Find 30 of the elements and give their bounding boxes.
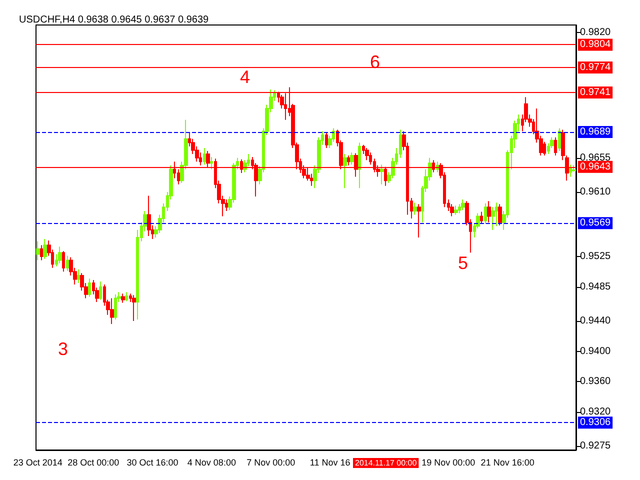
annotation: 4 <box>240 67 250 87</box>
text: 2014.11.17 00:00 <box>355 458 418 468</box>
x-tick-label: 11 Nov 16 <box>310 458 350 468</box>
x-tick-label: 4 Nov 08:00 <box>187 458 236 468</box>
annotation: 5 <box>458 253 468 273</box>
ref-line-label: 0.9804 <box>580 39 612 50</box>
x-tick-label: 23 Oct 2014 <box>13 458 62 468</box>
x-tick-label: 19 Nov 00:00 <box>422 458 476 468</box>
y-tick-label: 0.9525 <box>580 250 612 262</box>
y-tick-label: 0.9440 <box>580 315 612 326</box>
y-tick-label: 0.9400 <box>580 346 612 357</box>
x-tick-label: 28 Oct 00:00 <box>68 458 120 468</box>
y-tick-label: 0.9275 <box>580 440 612 452</box>
x-tick-label: 7 Nov 00:00 <box>246 458 296 468</box>
y-tick-label: 0.9485 <box>580 281 612 292</box>
y-tick-label: 0.9610 <box>580 186 612 198</box>
ref-line-label: 0.9741 <box>580 87 612 98</box>
y-tick-label: 0.9360 <box>580 376 612 388</box>
y-tick-label: 0.9320 <box>580 406 612 418</box>
ref-line-label: 0.9306 <box>580 417 612 428</box>
chart-title: USDCHF,H4 0.9638 0.9645 0.9637 0.9639 <box>19 14 210 26</box>
ref-line-label: 0.9569 <box>580 218 612 229</box>
ref-line-label: 0.9774 <box>580 62 612 73</box>
x-tick-label: 30 Oct 16:00 <box>126 458 178 468</box>
annotation: 3 <box>58 339 68 359</box>
ref-line-label: 0.9689 <box>580 126 612 138</box>
y-tick-label: 0.9820 <box>580 27 612 38</box>
ref-line-label: 0.9643 <box>580 161 612 172</box>
y-tick-label: 0.9655 <box>580 152 612 164</box>
x-tick-label: 21 Nov 16:00 <box>480 458 534 468</box>
